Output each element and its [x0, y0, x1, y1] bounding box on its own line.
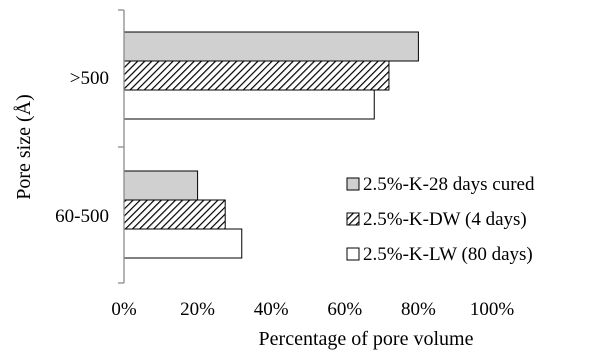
legend-item: 2.5%-K-28 days cured: [346, 174, 535, 195]
legend-label: 2.5%-K-DW (4 days): [363, 209, 527, 230]
x-axis-title: Percentage of pore volume: [259, 328, 474, 350]
legend-item: 2.5%-K-LW (80 days): [346, 244, 533, 265]
x-tick-label: 0%: [111, 299, 137, 320]
legend-label: 2.5%-K-LW (80 days): [363, 244, 533, 265]
y-tick-labels: >500 60-500: [55, 68, 109, 227]
x-tick-label: 40%: [254, 299, 289, 320]
x-tick-label: 100%: [470, 299, 515, 320]
legend-label: 2.5%-K-28 days cured: [363, 174, 535, 195]
y-tick-label: 60-500: [55, 206, 109, 227]
y-tick-label: >500: [70, 68, 109, 89]
bar-1-60-500: [123, 170, 199, 201]
x-tick-label: 60%: [327, 299, 362, 320]
bar-2-60-500: [123, 199, 226, 230]
bars-group: [123, 31, 419, 259]
x-tick-label: 20%: [180, 299, 215, 320]
x-tick-label: 80%: [401, 299, 436, 320]
legend-swatch: [346, 212, 360, 226]
bar-1-gt500: [123, 31, 419, 62]
category-ticks: [118, 9, 124, 284]
x-tick-labels: 0% 20% 40% 60% 80% 100%: [111, 299, 514, 320]
bar-2-gt500: [123, 60, 390, 91]
legend-swatch: [346, 177, 360, 191]
legend: 2.5%-K-28 days cured 2.5%-K-DW (4 days) 2.…: [346, 174, 535, 265]
legend-item: 2.5%-K-DW (4 days): [346, 209, 527, 230]
bar-3-gt500: [123, 89, 375, 120]
bar-3-60-500: [123, 228, 243, 259]
legend-swatch: [346, 247, 360, 261]
y-axis-title: Pore size (Å): [13, 94, 35, 200]
